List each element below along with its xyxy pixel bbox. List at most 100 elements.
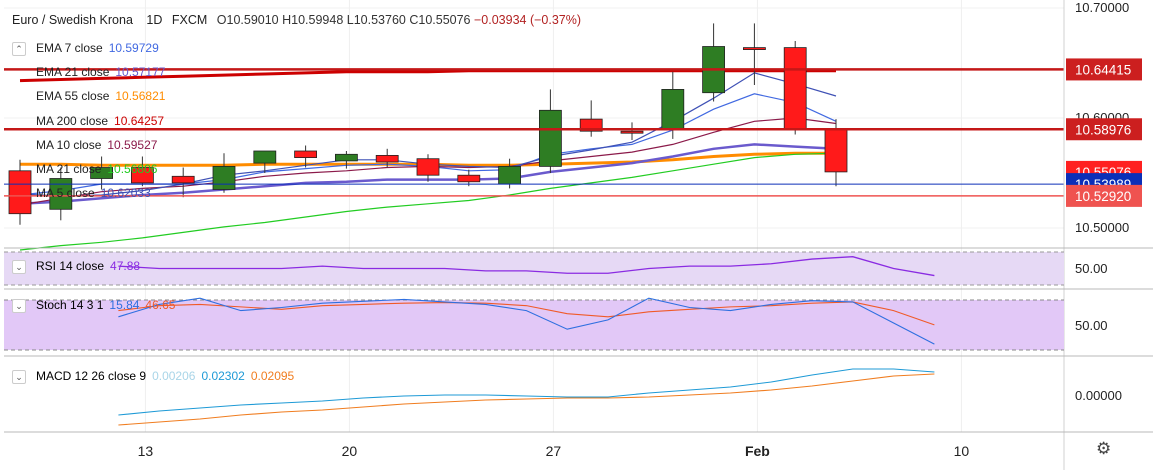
legend-ma200[interactable]: MA 200 close 10.64257 (12, 109, 165, 133)
legend-label: EMA 55 close (36, 89, 110, 104)
candle (579, 100, 603, 137)
candle (457, 169, 481, 187)
candle-body (294, 150, 318, 158)
time-axis-label: Feb (745, 443, 770, 459)
legend-label: EMA 21 close (36, 65, 110, 80)
stoch-k-line (118, 297, 935, 345)
overlay-ma-200-close (19, 69, 836, 83)
price-tag (1066, 58, 1142, 81)
price-tag-label: 10.52920 (1075, 189, 1131, 204)
time-axis-label: 10 (954, 443, 970, 459)
high-value: H10.59948 (282, 13, 344, 27)
interval-label[interactable]: 1D (146, 13, 163, 27)
candle-body (457, 174, 481, 183)
candle-body (130, 167, 154, 184)
stoch-label: Stoch 14 3 1 (36, 298, 104, 312)
price-tick-label: 10.70000 (1075, 0, 1129, 15)
legend-ema55[interactable]: EMA 55 close 10.56821 (12, 84, 165, 108)
stoch-legend[interactable]: ⌄ Stoch 14 3 1 15.84 46.65 (12, 298, 175, 313)
candle (212, 153, 236, 193)
legend-ma5[interactable]: MA 5 close 10.62033 (12, 181, 165, 205)
legend-label: MA 5 close (36, 186, 95, 201)
rsi-line (118, 256, 935, 277)
legend-ema7[interactable]: ⌃ EMA 7 close 10.59729 (12, 36, 165, 60)
candle (743, 23, 766, 85)
legend-value: 10.56806 (107, 162, 158, 177)
candle-body (8, 170, 32, 215)
candle-body (416, 158, 440, 176)
legend-value: 10.57177 (115, 65, 166, 80)
rsi-label: RSI 14 close (36, 259, 105, 273)
candle-body (824, 128, 848, 173)
macd-label: MACD 12 26 close 9 (36, 369, 147, 383)
chart-header: Euro / Swedish Krona 1D FXCM O10.59010 H… (12, 13, 581, 27)
overlay-ma-21-close (19, 152, 837, 251)
macd-legend[interactable]: ⌄ MACD 12 26 close 9 0.00206 0.02302 0.02095 (12, 369, 294, 384)
chevron-down-icon[interactable]: ⌄ (12, 259, 26, 274)
stoch-k-value: 15.84 (109, 298, 140, 312)
candle-body (620, 130, 644, 134)
macd-value: 0.02302 (201, 369, 245, 383)
legend-label: MA 21 close (36, 162, 102, 177)
chevron-down-icon[interactable]: ⌄ (12, 369, 26, 384)
legend-value: 10.62033 (100, 186, 151, 201)
legend-value: 10.59729 (108, 41, 159, 55)
candle (294, 145, 318, 168)
candle (539, 89, 562, 173)
price-tag-label: 10.58976 (1075, 122, 1131, 137)
candle (49, 167, 73, 221)
candle-body (498, 165, 522, 185)
ohlc-values: O10.59010 H10.59948 L10.53760 C10.55076 … (217, 13, 581, 27)
change-value: −0.03934 (−0.37%) (474, 13, 582, 27)
candle-body (783, 47, 807, 130)
symbol-title[interactable]: Euro / Swedish Krona (12, 13, 133, 27)
macd-axis-label: 0.00000 (1075, 388, 1122, 403)
macd-signal-value: 0.02095 (250, 369, 295, 383)
candle-body (375, 154, 399, 163)
candle-body (212, 165, 236, 190)
stoch-axis-label: 50.00 (1075, 318, 1108, 333)
legend-ema21[interactable]: EMA 21 close 10.57177 (12, 60, 165, 84)
indicator-legend: ⌃ EMA 7 close 10.59729 EMA 21 close 10.5717… (12, 36, 165, 205)
candle (702, 23, 725, 102)
candle (171, 167, 195, 198)
legend-label: MA 10 close (36, 137, 102, 152)
candle (661, 71, 685, 139)
price-tag-label: 10.64415 (1075, 62, 1131, 77)
candle (620, 122, 644, 140)
chevron-up-icon[interactable]: ⌃ (12, 41, 26, 56)
chevron-down-icon[interactable]: ⌄ (12, 298, 26, 313)
candle (375, 148, 399, 168)
candle (130, 156, 154, 187)
candle-body (253, 150, 277, 164)
candle-body (539, 109, 562, 167)
legend-ma21[interactable]: MA 21 close 10.56806 (12, 157, 165, 181)
legend-ma10[interactable]: MA 10 close 10.59527 (12, 133, 165, 157)
rsi-axis-label: 50.00 (1075, 261, 1108, 276)
candle (253, 150, 277, 173)
open-value: O10.59010 (216, 13, 279, 27)
low-value: L10.53760 (346, 13, 406, 27)
candle (416, 154, 440, 182)
candle (334, 151, 358, 169)
rsi-value: 47.88 (110, 259, 141, 273)
close-value: C10.55076 (409, 13, 471, 27)
price-tag (1066, 184, 1142, 207)
gear-icon[interactable]: ⚙ (1096, 439, 1112, 458)
legend-label: MA 200 close (36, 113, 109, 128)
stoch-d-line (118, 301, 935, 326)
legend-value: 10.56821 (115, 89, 166, 104)
legend-value: 10.64257 (114, 113, 165, 128)
time-axis-label: 20 (342, 443, 358, 459)
stoch-band (4, 300, 1064, 350)
candle (783, 41, 807, 135)
macd-line (118, 368, 935, 416)
candle-body (334, 153, 358, 162)
legend-label: EMA 7 close (36, 41, 103, 55)
macd-hist-value: 0.00206 (152, 369, 196, 383)
candle-body (90, 167, 113, 179)
price-tick-label: 10.50000 (1075, 220, 1129, 235)
candle-body (661, 89, 685, 131)
rsi-legend[interactable]: ⌄ RSI 14 close 47.88 (12, 259, 140, 274)
